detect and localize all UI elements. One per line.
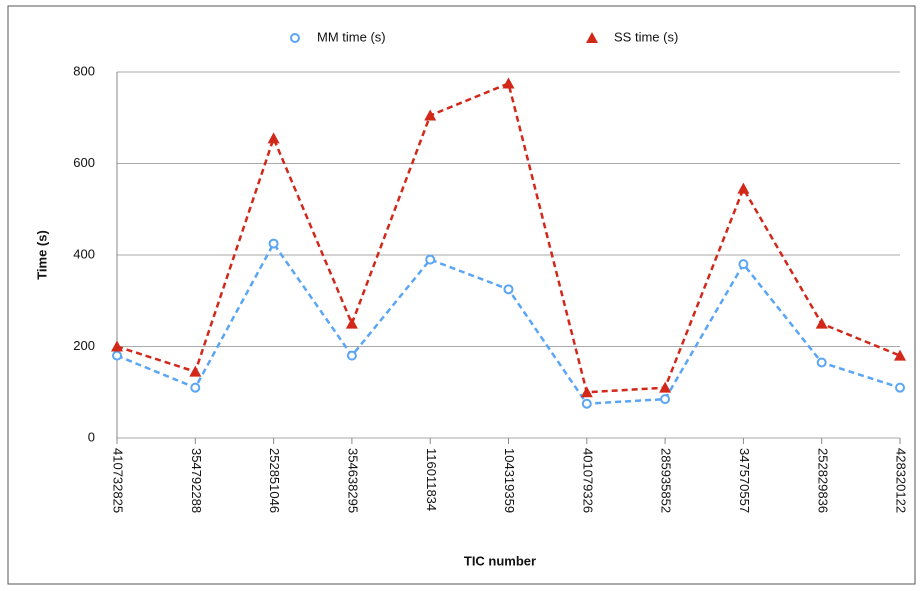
x-tick-label: 428320122: [894, 448, 909, 513]
y-axis-title: Time (s): [34, 230, 49, 280]
legend-label: MM time (s): [317, 29, 386, 44]
y-tick-label: 800: [73, 63, 95, 78]
x-tick-label: 347570557: [737, 448, 752, 513]
data-point: [425, 254, 436, 265]
data-point: [424, 109, 437, 121]
data-point: [737, 182, 750, 194]
y-tick-label: 400: [73, 246, 95, 261]
data-point: [268, 238, 279, 249]
legend-marker: [290, 33, 300, 43]
data-point: [503, 284, 514, 295]
chart-frame: [7, 5, 916, 585]
x-axis-title: TIC number: [464, 553, 536, 568]
data-point: [815, 317, 828, 329]
y-tick-label: 200: [73, 338, 95, 353]
data-point: [581, 398, 592, 409]
x-tick-label: 252829836: [815, 448, 830, 513]
y-tick-label: 0: [88, 429, 95, 444]
data-point: [346, 350, 357, 361]
x-tick-label: 354638295: [345, 448, 360, 513]
x-tick-label: 252851046: [267, 448, 282, 513]
data-point: [738, 259, 749, 270]
data-point: [895, 382, 905, 393]
data-point: [345, 317, 358, 329]
data-point: [112, 350, 122, 361]
legend-marker: [586, 32, 598, 43]
data-point: [580, 386, 593, 398]
data-point: [267, 132, 280, 144]
data-point: [189, 365, 202, 377]
x-tick-label: 285935852: [659, 448, 674, 513]
data-point: [660, 394, 671, 405]
data-point: [894, 349, 906, 361]
y-tick-label: 600: [73, 155, 95, 170]
data-point: [659, 381, 672, 393]
data-point: [502, 77, 515, 89]
x-tick-label: 354792288: [189, 448, 204, 513]
data-point: [816, 357, 827, 368]
x-tick-label: 410732825: [111, 448, 126, 513]
data-point: [190, 382, 201, 393]
x-tick-label: 116011834: [424, 448, 439, 511]
x-tick-label: 104319359: [502, 448, 517, 513]
x-tick-label: 401079326: [580, 448, 595, 513]
data-point: [111, 340, 123, 352]
legend-label: SS time (s): [614, 29, 678, 44]
